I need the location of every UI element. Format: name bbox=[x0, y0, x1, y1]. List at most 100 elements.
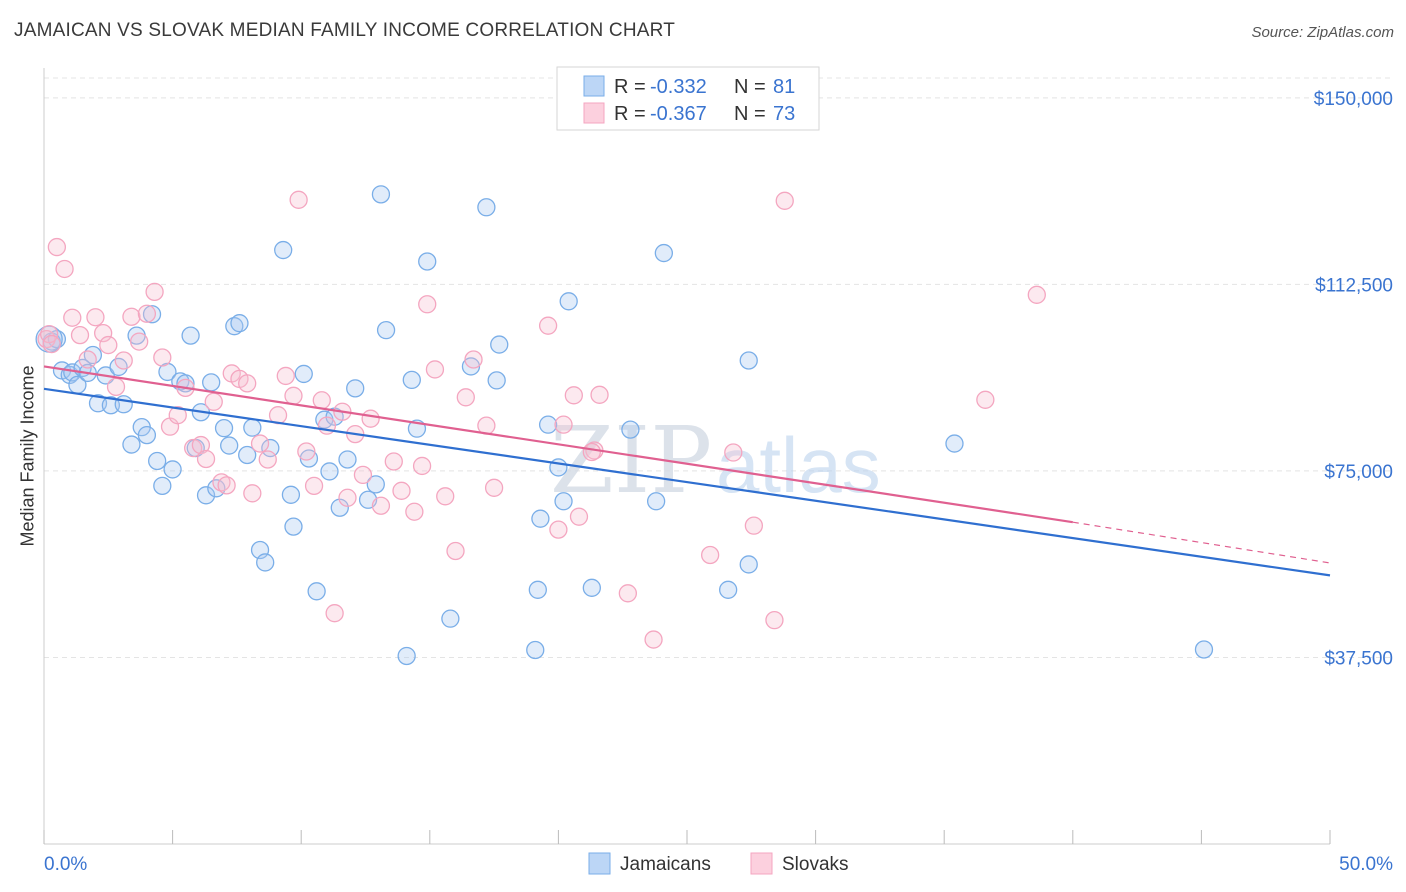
jamaicans-point bbox=[338, 450, 357, 469]
slovaks-point bbox=[392, 481, 411, 500]
slovaks-points bbox=[37, 190, 1046, 649]
slovaks-point bbox=[744, 516, 764, 535]
slovaks-point bbox=[418, 295, 437, 314]
bottom-legend: Jamaicans Slovaks bbox=[588, 852, 849, 875]
slovaks-point bbox=[644, 630, 663, 649]
slovaks-point bbox=[554, 415, 573, 434]
jamaicans-point bbox=[528, 580, 547, 599]
jamaicans-point bbox=[307, 582, 326, 601]
slovaks-trend-line bbox=[43, 365, 1073, 524]
jamaicans-point bbox=[196, 486, 216, 505]
source-label: Source: ZipAtlas.com bbox=[1251, 24, 1394, 41]
slovaks-point bbox=[145, 282, 164, 301]
chart-title: JAMAICAN VS SLOVAK MEDIAN FAMILY INCOME … bbox=[14, 20, 676, 41]
jamaicans-point bbox=[101, 396, 121, 415]
slovaks-point bbox=[63, 308, 82, 327]
x-tick-max: 50.0% bbox=[1339, 854, 1393, 875]
slovaks-point bbox=[55, 259, 74, 279]
slovaks-point bbox=[405, 502, 424, 521]
jamaicans-point bbox=[582, 578, 601, 597]
jamaicans-point bbox=[418, 252, 437, 271]
jamaicans-r-label: R = bbox=[614, 76, 646, 98]
slovaks-point bbox=[384, 452, 403, 471]
jamaicans-point bbox=[181, 326, 200, 345]
slovaks-point bbox=[569, 507, 589, 526]
jamaicans-point bbox=[739, 555, 758, 574]
slovaks-point bbox=[456, 388, 475, 407]
legend-slovaks-swatch bbox=[750, 852, 773, 875]
slovaks-point bbox=[168, 406, 187, 425]
jamaicans-point bbox=[320, 462, 339, 481]
jamaicans-point bbox=[330, 498, 349, 517]
slovaks-point bbox=[436, 487, 455, 506]
legend-jamaicans-swatch bbox=[588, 852, 611, 875]
jamaicans-trend-line bbox=[43, 387, 1331, 577]
jamaicans-point bbox=[559, 292, 578, 311]
slovaks-point bbox=[775, 191, 794, 210]
y-tick-label: $112,500 bbox=[1315, 275, 1393, 296]
slovaks-point bbox=[338, 488, 357, 507]
slovaks-point bbox=[122, 307, 141, 326]
y-tick-label: $75,000 bbox=[1324, 462, 1393, 483]
jamaicans-point bbox=[654, 243, 674, 263]
slovaks-point bbox=[276, 366, 295, 386]
watermark: ZIP atlas bbox=[550, 407, 881, 514]
slovaks-point bbox=[217, 476, 236, 495]
y-tick-label: $150,000 bbox=[1314, 89, 1393, 110]
legend-slovaks-label: Slovaks bbox=[782, 854, 849, 875]
grid-lines bbox=[44, 77, 1393, 658]
jamaicans-point bbox=[220, 436, 239, 455]
slovaks-point bbox=[304, 476, 324, 495]
slovaks-point bbox=[538, 316, 558, 335]
jamaicans-point bbox=[621, 420, 640, 439]
slovaks-point bbox=[564, 386, 583, 405]
slovaks-point bbox=[94, 323, 113, 343]
slovaks-point bbox=[325, 604, 344, 623]
slovaks-point bbox=[86, 308, 105, 327]
slovaks-point bbox=[78, 350, 97, 369]
jamaicans-point bbox=[163, 460, 182, 479]
jamaicans-point bbox=[202, 373, 221, 392]
slovaks-point bbox=[37, 329, 56, 349]
jamaicans-point bbox=[214, 418, 234, 438]
jamaicans-point bbox=[477, 198, 496, 217]
jamaicans-point bbox=[554, 492, 573, 511]
jamaicans-point bbox=[114, 395, 133, 414]
jamaicans-point bbox=[238, 445, 257, 465]
slovaks-point bbox=[258, 450, 277, 469]
watermark-zip: ZIP bbox=[550, 407, 712, 514]
slovaks-r-label: R = bbox=[614, 103, 646, 125]
jamaicans-point bbox=[261, 438, 280, 458]
jamaicans-point bbox=[441, 609, 460, 628]
stats-legend: R = -0.332 N = 81 R = -0.367 N = 73 bbox=[556, 66, 820, 131]
jamaicans-point bbox=[230, 314, 249, 333]
jamaicans-point bbox=[739, 351, 758, 370]
jamaicans-point bbox=[137, 425, 157, 445]
jamaicans-point bbox=[294, 364, 313, 384]
slovaks-point bbox=[724, 443, 743, 462]
slovaks-point bbox=[204, 392, 223, 411]
slovaks-point bbox=[289, 190, 308, 209]
jamaicans-point bbox=[153, 476, 172, 495]
jamaicans-point bbox=[366, 475, 385, 494]
slovaks-point bbox=[484, 478, 504, 497]
jamaicans-point bbox=[538, 415, 558, 434]
jamaicans-points bbox=[35, 185, 1214, 666]
jamaicans-n-label: N = bbox=[734, 76, 766, 98]
trend-lines bbox=[43, 365, 1331, 577]
slovaks-point bbox=[153, 348, 172, 367]
slovaks-point bbox=[114, 351, 133, 370]
x-tick-min: 0.0% bbox=[44, 854, 87, 875]
slovaks-point bbox=[1027, 285, 1046, 304]
slovaks-point bbox=[212, 473, 231, 492]
slovaks-swatch bbox=[583, 102, 605, 124]
jamaicans-point bbox=[719, 580, 738, 599]
slovaks-point bbox=[353, 465, 373, 485]
jamaicans-r-value: -0.332 bbox=[650, 76, 707, 98]
slovaks-point bbox=[312, 391, 331, 410]
slovaks-n-value: 73 bbox=[773, 103, 795, 125]
slovaks-point bbox=[425, 360, 445, 379]
slovaks-point bbox=[106, 377, 126, 397]
slovaks-point bbox=[464, 350, 483, 369]
